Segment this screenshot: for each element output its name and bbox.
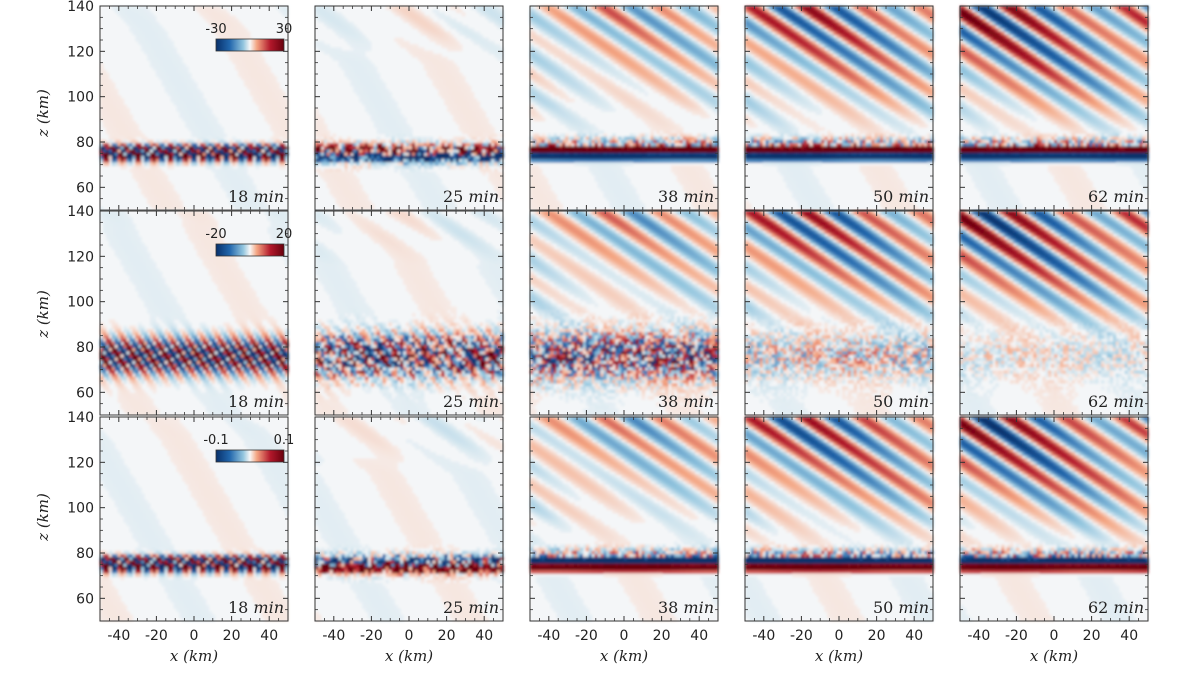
heatmap-cells <box>100 6 289 211</box>
figure: 608010012014018 min-30 3025 min 38 min 50 m… <box>0 0 1200 675</box>
